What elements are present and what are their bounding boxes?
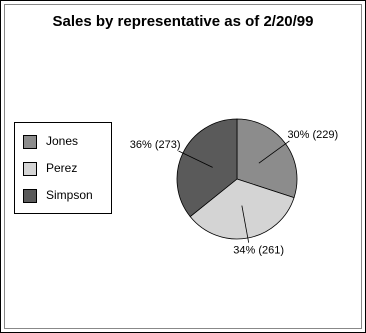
legend-swatch [23,162,37,176]
data-label: 34% (261) [233,245,284,257]
leader-line [241,205,250,243]
legend-swatch [23,189,37,203]
legend-swatch [23,135,37,149]
legend-label: Jones [46,134,78,148]
leader-line [258,140,290,164]
data-label: 30% (229) [287,129,338,141]
data-label: 36% (273) [130,139,181,151]
leader-line [178,150,213,168]
chart-title: Sales by representative as of 2/20/99 [53,13,314,30]
frame-inner [4,4,362,329]
legend-label: Perez [46,161,77,175]
legend-label: Simpson [46,188,93,202]
